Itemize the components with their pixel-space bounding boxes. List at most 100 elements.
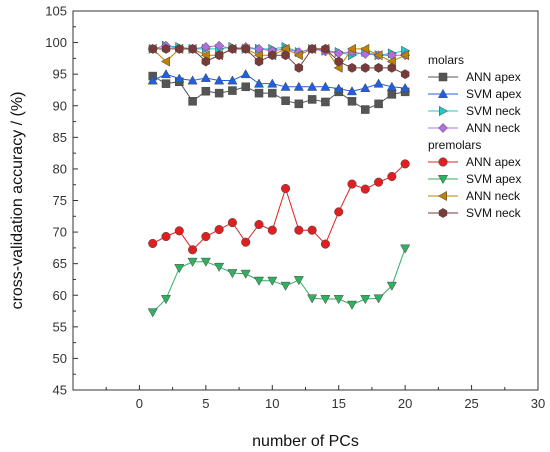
x-tick-label: 10 — [265, 396, 279, 411]
data-point — [373, 294, 384, 304]
legend-group-title: molars — [428, 53, 464, 67]
y-tick-label: 45 — [53, 383, 67, 398]
data-point — [214, 75, 225, 85]
data-point — [174, 264, 185, 274]
data-point — [187, 257, 198, 267]
data-point — [201, 86, 211, 96]
data-point — [241, 82, 250, 92]
y-tick-label: 90 — [53, 98, 67, 113]
x-tick-label: 5 — [202, 396, 209, 411]
legend-marker — [439, 105, 449, 117]
data-point — [294, 99, 304, 109]
x-tick-label: 30 — [531, 396, 545, 411]
legend-group-title: premolars — [428, 138, 481, 152]
series-7 — [148, 44, 410, 80]
data-point — [373, 50, 383, 61]
y-tick-label: 70 — [53, 225, 67, 240]
x-tick-label: 20 — [398, 396, 412, 411]
data-point — [307, 225, 317, 235]
data-point — [175, 44, 184, 54]
data-point — [347, 62, 357, 73]
data-point — [160, 69, 172, 79]
y-tick-label: 50 — [53, 351, 67, 366]
y-tick-label: 95 — [53, 67, 67, 82]
legend-marker — [437, 88, 449, 98]
data-point — [148, 238, 158, 249]
data-point — [174, 73, 185, 83]
data-point — [347, 179, 357, 189]
series-2 — [148, 40, 411, 61]
data-point — [346, 43, 356, 54]
legend-marker — [437, 190, 447, 202]
data-point — [400, 82, 411, 92]
data-point — [267, 276, 278, 286]
data-point — [227, 269, 238, 279]
data-point — [160, 56, 170, 67]
data-point — [333, 83, 344, 93]
data-point — [253, 276, 265, 286]
data-point — [214, 262, 225, 272]
data-point — [240, 69, 251, 79]
series-0 — [148, 71, 410, 114]
y-tick-label: 65 — [53, 256, 67, 271]
legend-label: ANN neck — [466, 121, 521, 135]
data-point — [334, 207, 344, 217]
data-point — [227, 218, 237, 228]
legend-marker — [438, 208, 448, 218]
data-point — [214, 50, 224, 61]
data-point — [360, 184, 370, 194]
y-tick-label: 100 — [45, 35, 67, 50]
data-point — [200, 42, 211, 52]
data-point — [307, 44, 317, 54]
data-point — [188, 97, 197, 106]
data-point — [188, 44, 197, 54]
data-point — [161, 79, 171, 88]
data-point — [200, 72, 211, 82]
data-point — [281, 50, 290, 61]
data-point — [320, 239, 330, 249]
data-point — [360, 82, 371, 92]
data-point — [346, 300, 358, 310]
x-tick-label: 15 — [331, 396, 345, 411]
y-tick-label: 85 — [53, 130, 67, 145]
data-point — [268, 88, 277, 98]
legend-label: SVM apex — [466, 87, 521, 101]
data-point — [147, 75, 158, 85]
data-point — [373, 78, 384, 88]
data-point — [280, 81, 291, 91]
data-point — [293, 50, 303, 61]
data-point — [374, 177, 384, 187]
data-point — [281, 183, 291, 194]
data-point — [240, 269, 251, 279]
data-point — [187, 75, 198, 85]
data-point — [200, 257, 211, 267]
data-point — [294, 62, 304, 73]
data-point — [188, 245, 198, 255]
series-4 — [148, 159, 410, 255]
series-5 — [147, 244, 411, 318]
data-point — [307, 294, 318, 304]
data-point — [321, 97, 330, 107]
y-tick-label: 75 — [53, 193, 67, 208]
data-point — [201, 56, 211, 67]
legend-marker — [437, 175, 449, 185]
data-point — [254, 88, 264, 98]
legend-label: SVM apex — [466, 172, 521, 186]
data-point — [360, 295, 371, 305]
x-tick-label: 0 — [136, 396, 143, 411]
data-point — [387, 90, 397, 99]
x-axis-label: number of PCs — [252, 433, 359, 450]
data-point — [214, 88, 224, 98]
data-point — [148, 44, 157, 54]
series-3 — [147, 40, 411, 61]
data-point — [281, 96, 290, 105]
data-point — [267, 78, 278, 88]
series-layer — [147, 40, 411, 318]
data-point — [320, 295, 331, 305]
data-point — [400, 244, 411, 254]
data-point — [293, 81, 304, 91]
data-point — [161, 44, 171, 54]
data-point — [400, 159, 410, 169]
